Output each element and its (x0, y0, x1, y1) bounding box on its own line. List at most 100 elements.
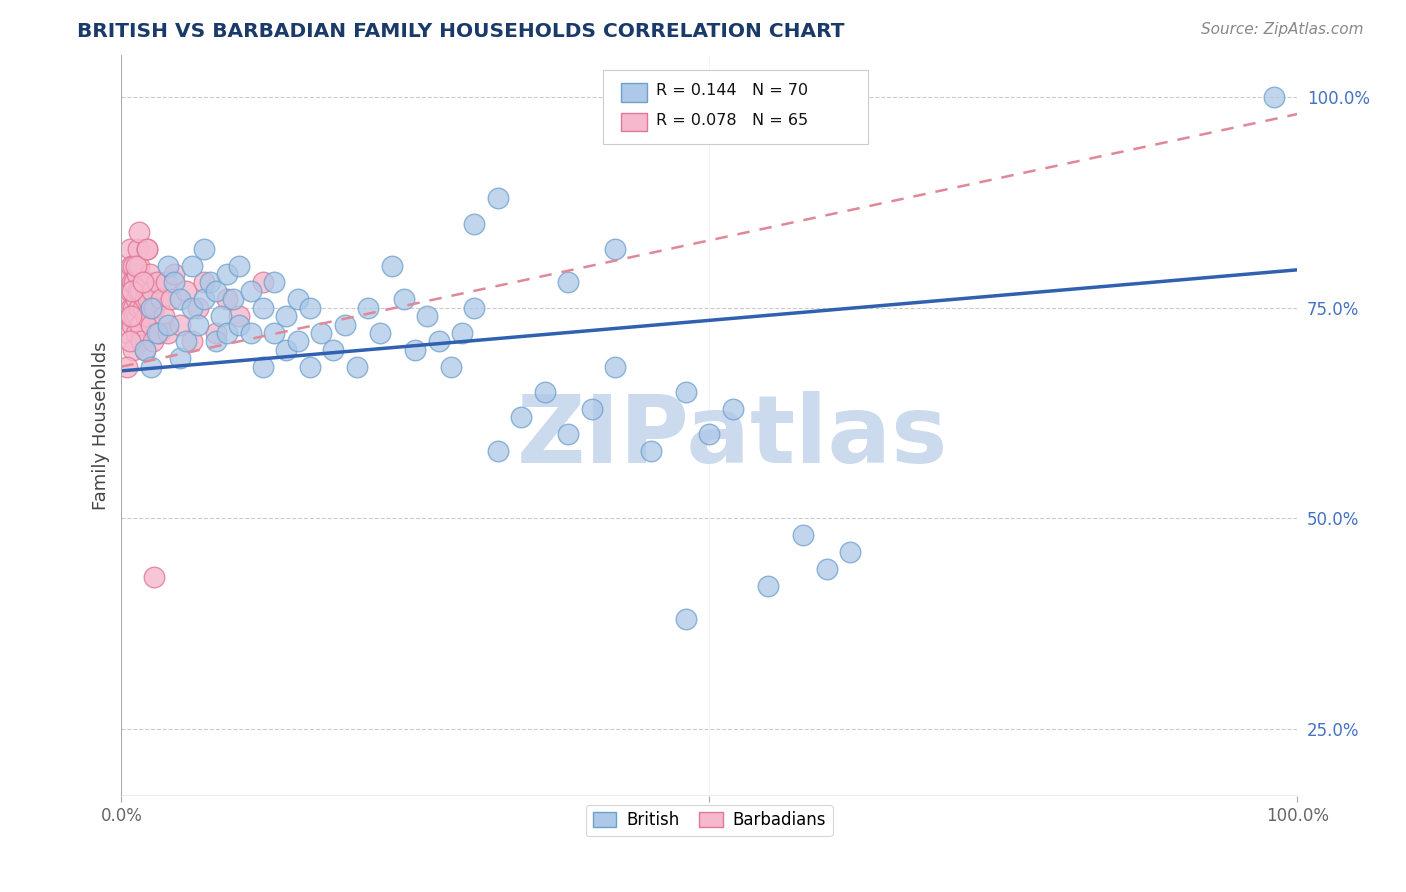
Barbadians (131, 301, 153, 315)
Barbadians (136, 242, 159, 256)
Barbadians (118, 334, 141, 349)
FancyBboxPatch shape (603, 70, 868, 144)
British (792, 528, 814, 542)
British (239, 284, 262, 298)
British (169, 293, 191, 307)
British (204, 334, 226, 349)
British (463, 301, 485, 315)
Barbadians (128, 225, 150, 239)
British (1263, 90, 1285, 104)
Barbadians (118, 284, 141, 298)
Barbadians (122, 259, 145, 273)
British (204, 284, 226, 298)
British (209, 309, 232, 323)
British (675, 612, 697, 626)
British (440, 359, 463, 374)
British (217, 267, 239, 281)
British (381, 259, 404, 273)
Barbadians (157, 326, 180, 340)
Barbadians (135, 309, 157, 323)
Barbadians (124, 326, 146, 340)
British (451, 326, 474, 340)
Barbadians (217, 293, 239, 307)
British (139, 359, 162, 374)
British (463, 217, 485, 231)
Barbadians (128, 301, 150, 315)
Barbadians (117, 267, 139, 281)
Barbadians (148, 326, 170, 340)
Barbadians (125, 267, 148, 281)
British (486, 191, 509, 205)
British (368, 326, 391, 340)
British (581, 401, 603, 416)
British (193, 242, 215, 256)
Barbadians (131, 276, 153, 290)
Barbadians (121, 276, 143, 290)
Barbadians (117, 309, 139, 323)
Barbadians (136, 276, 159, 290)
Barbadians (181, 334, 204, 349)
Barbadians (134, 293, 156, 307)
Barbadians (117, 359, 139, 374)
British (557, 427, 579, 442)
Barbadians (138, 293, 160, 307)
British (139, 301, 162, 315)
Barbadians (163, 267, 186, 281)
British (134, 343, 156, 357)
British (322, 343, 344, 357)
Barbadians (139, 318, 162, 332)
British (557, 276, 579, 290)
British (815, 562, 838, 576)
Barbadians (121, 318, 143, 332)
Barbadians (142, 334, 165, 349)
Text: Source: ZipAtlas.com: Source: ZipAtlas.com (1201, 22, 1364, 37)
British (605, 242, 627, 256)
British (217, 326, 239, 340)
British (756, 578, 779, 592)
Barbadians (174, 284, 197, 298)
Barbadians (124, 309, 146, 323)
Barbadians (127, 242, 149, 256)
British (228, 259, 250, 273)
Legend: British, Barbadians: British, Barbadians (586, 805, 832, 836)
British (346, 359, 368, 374)
British (169, 351, 191, 366)
Barbadians (152, 309, 174, 323)
British (157, 259, 180, 273)
British (533, 384, 555, 399)
British (157, 318, 180, 332)
Barbadians (159, 293, 181, 307)
Barbadians (141, 284, 163, 298)
British (298, 359, 321, 374)
British (839, 545, 862, 559)
British (263, 326, 285, 340)
Barbadians (145, 276, 167, 290)
British (392, 293, 415, 307)
British (416, 309, 439, 323)
British (640, 443, 662, 458)
FancyBboxPatch shape (621, 83, 647, 102)
British (228, 318, 250, 332)
British (239, 326, 262, 340)
Barbadians (143, 570, 166, 584)
British (605, 359, 627, 374)
Barbadians (132, 276, 155, 290)
Barbadians (136, 242, 159, 256)
Barbadians (127, 284, 149, 298)
Barbadians (117, 326, 139, 340)
Barbadians (150, 293, 173, 307)
British (287, 334, 309, 349)
Barbadians (120, 309, 142, 323)
British (404, 343, 426, 357)
Barbadians (129, 318, 152, 332)
British (333, 318, 356, 332)
British (187, 318, 209, 332)
British (675, 384, 697, 399)
Barbadians (120, 259, 142, 273)
Barbadians (252, 276, 274, 290)
Barbadians (228, 309, 250, 323)
British (486, 443, 509, 458)
British (357, 301, 380, 315)
Barbadians (193, 276, 215, 290)
British (274, 309, 297, 323)
